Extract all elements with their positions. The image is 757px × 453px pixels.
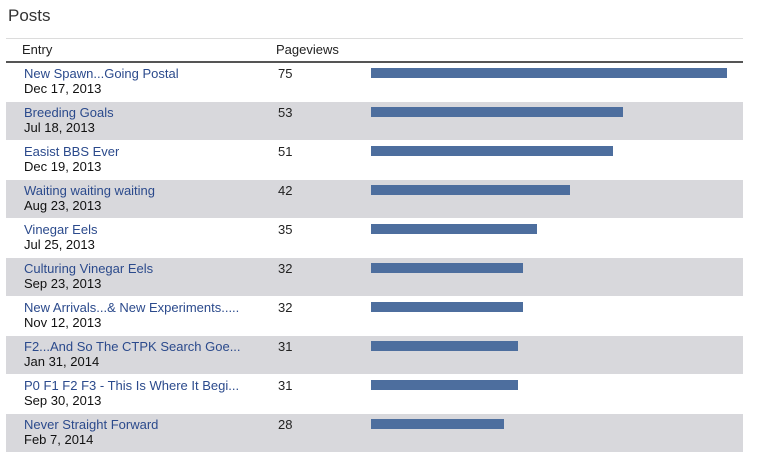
pageview-bar-track	[371, 419, 727, 429]
pageview-bar-track	[371, 263, 727, 273]
pageview-bar-track	[371, 302, 727, 312]
post-title-link[interactable]: Easist BBS Ever	[24, 144, 120, 159]
pageview-bar	[371, 224, 537, 234]
pageview-bar-track	[371, 68, 727, 78]
posts-table: New Spawn...Going Postal Dec 17, 2013 75 Br…	[6, 63, 743, 453]
post-title-link[interactable]: Culturing Vinegar Eels	[24, 261, 154, 276]
pageview-bar	[371, 302, 523, 312]
column-header-entry: Entry	[22, 42, 53, 57]
post-title-link[interactable]: P0 F1 F2 F3 - This Is Where It Begi...	[24, 378, 240, 393]
post-title-link[interactable]: Breeding Goals	[24, 105, 114, 120]
table-row: F2...And So The CTPK Search Goe... Jan 31…	[6, 336, 743, 375]
post-title-link[interactable]: F2...And So The CTPK Search Goe...	[24, 339, 241, 354]
post-date: Dec 19, 2013	[24, 159, 102, 174]
pageview-count: 75	[278, 66, 293, 81]
table-row: New Arrivals...& New Experiments..... Nov…	[6, 297, 743, 336]
pageview-bar	[371, 419, 504, 429]
post-title-link[interactable]: New Arrivals...& New Experiments.....	[24, 300, 240, 315]
post-title-link[interactable]: New Spawn...Going Postal	[24, 66, 179, 81]
pageview-count: 31	[278, 378, 293, 393]
post-date: Jul 18, 2013	[24, 120, 95, 135]
pageview-count: 31	[278, 339, 293, 354]
post-date: Jul 25, 2013	[24, 237, 95, 252]
pageview-bar	[371, 263, 523, 273]
post-date: Jan 31, 2014	[24, 354, 100, 369]
pageview-bar	[371, 68, 727, 78]
table-row: Vinegar Eels Jul 25, 2013 35	[6, 219, 743, 258]
table-row: P0 F1 F2 F3 - This Is Where It Begi... Se…	[6, 375, 743, 414]
pageview-bar	[371, 107, 623, 117]
pageview-count: 32	[278, 300, 293, 315]
pageview-count: 53	[278, 105, 293, 120]
pageview-bar-track	[371, 224, 727, 234]
pageview-count: 32	[278, 261, 293, 276]
pageview-bar	[371, 185, 570, 195]
table-row: New Spawn...Going Postal Dec 17, 2013 75	[6, 63, 743, 102]
table-header: Entry Pageviews	[6, 40, 743, 63]
pageview-bar	[371, 341, 518, 351]
pageview-count: 28	[278, 417, 293, 432]
post-date: Sep 23, 2013	[24, 276, 102, 291]
post-date: Feb 7, 2014	[24, 432, 94, 447]
page-title: Posts	[8, 6, 51, 25]
pageview-bar-track	[371, 380, 727, 390]
pageview-bar-track	[371, 107, 727, 117]
post-date: Dec 17, 2013	[24, 81, 102, 96]
post-date: Sep 30, 2013	[24, 393, 102, 408]
pageview-count: 51	[278, 144, 293, 159]
table-row: Culturing Vinegar Eels Sep 23, 2013 32	[6, 258, 743, 297]
pageview-count: 42	[278, 183, 293, 198]
table-row: Waiting waiting waiting Aug 23, 2013 42	[6, 180, 743, 219]
pageview-bar-track	[371, 185, 727, 195]
table-row: Breeding Goals Jul 18, 2013 53	[6, 102, 743, 141]
post-title-link[interactable]: Waiting waiting waiting	[24, 183, 156, 198]
pageview-count: 35	[278, 222, 293, 237]
pageview-bar	[371, 146, 613, 156]
post-date: Nov 12, 2013	[24, 315, 102, 330]
pageview-bar-track	[371, 146, 727, 156]
pageview-bar	[371, 380, 518, 390]
column-header-pageviews: Pageviews	[276, 42, 339, 57]
pageview-bar-track	[371, 341, 727, 351]
post-title-link[interactable]: Vinegar Eels	[24, 222, 98, 237]
table-row: Never Straight Forward Feb 7, 2014 28	[6, 414, 743, 453]
table-row: Easist BBS Ever Dec 19, 2013 51	[6, 141, 743, 180]
title-divider	[6, 38, 743, 39]
post-date: Aug 23, 2013	[24, 198, 102, 213]
post-title-link[interactable]: Never Straight Forward	[24, 417, 159, 432]
